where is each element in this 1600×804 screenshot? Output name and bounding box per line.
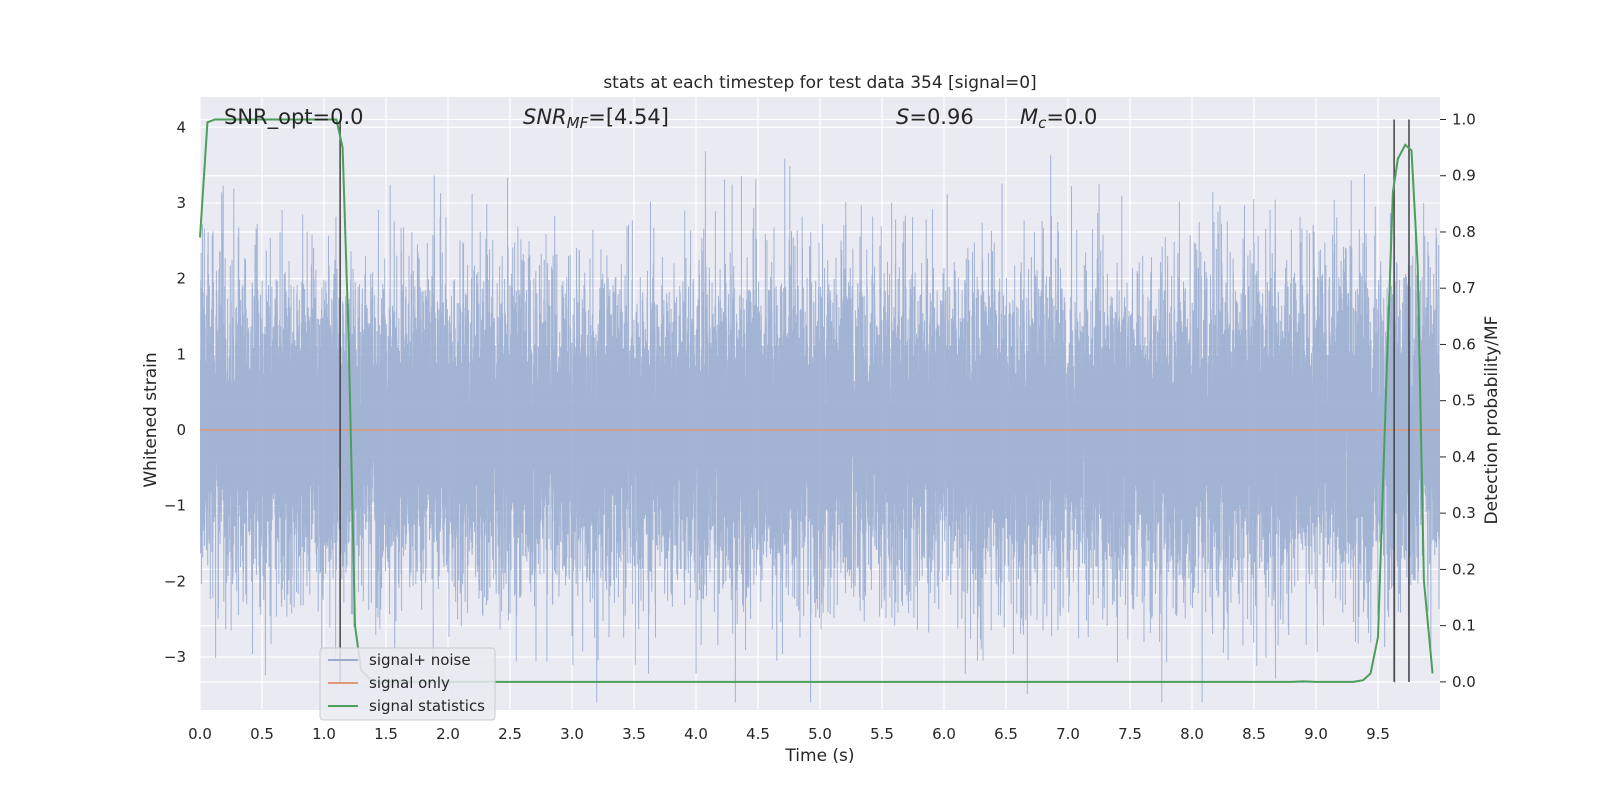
- annotation-mc-value: =0.0: [1046, 105, 1097, 129]
- x-tick-label: 0.5: [250, 725, 274, 743]
- legend-box: [319, 647, 496, 721]
- y-tick-label: −3: [164, 648, 186, 666]
- x-tick-label: 8.0: [1180, 725, 1204, 743]
- legend-label-signal-statistics: signal statistics: [369, 697, 485, 715]
- x-tick-label: 5.0: [808, 725, 832, 743]
- x-tick-label: 0.0: [188, 725, 212, 743]
- y-tick-right-label: 0.3: [1452, 504, 1476, 522]
- y-tick-right-label: 0.0: [1452, 673, 1476, 691]
- x-tick-label: 7.0: [1056, 725, 1080, 743]
- x-tick-label: 4.0: [684, 725, 708, 743]
- y-axis-right-label: Detection probability/MF: [1482, 316, 1502, 525]
- y-tick-right-label: 1.0: [1452, 110, 1476, 128]
- chart-title: stats at each timestep for test data 354…: [603, 73, 1036, 93]
- x-tick-label: 5.5: [870, 725, 894, 743]
- y-tick-label: 0: [176, 421, 186, 439]
- y-tick-right-label: 0.7: [1452, 279, 1476, 297]
- x-tick-label: 9.5: [1366, 725, 1390, 743]
- y-tick-right-label: 0.4: [1452, 448, 1476, 466]
- x-tick-label: 3.5: [622, 725, 646, 743]
- annotation-snr-opt: SNR_opt=0.0: [224, 105, 364, 130]
- annotation-snr-mf: SNRMF=[4.54]: [523, 105, 669, 132]
- annotation-mc-name: M: [1020, 105, 1038, 129]
- x-tick-label: 1.5: [374, 725, 398, 743]
- x-tick-label: 6.0: [932, 725, 956, 743]
- y-tick-right-label: 0.6: [1452, 335, 1476, 353]
- series-signal-statistics: [199, 118, 1434, 683]
- x-tick-label: 2.5: [498, 725, 522, 743]
- x-tick-label: 1.0: [312, 725, 336, 743]
- line-signal-statistics: [199, 118, 1434, 683]
- x-axis-ticks: 0.0 0.5 1.0 1.5 2.0 2.5 3.0 3.5 4.0 4.5 5.0 5.5 6.0 6…: [188, 725, 1390, 743]
- annotation-s: S=0.96: [896, 105, 974, 129]
- legend-label-signal-only: signal only: [369, 674, 450, 692]
- annotation-s-name: S: [896, 105, 909, 129]
- y-tick-label: 4: [176, 118, 186, 136]
- y-tick-label: −1: [164, 497, 186, 515]
- annotation-s-value: =0.96: [909, 105, 973, 129]
- x-tick-label: 6.5: [994, 725, 1018, 743]
- y-tick-label: 1: [176, 345, 186, 363]
- x-tick-label: 4.5: [746, 725, 770, 743]
- y-tick-label: −2: [164, 572, 186, 590]
- y-tick-right-label: 0.5: [1452, 392, 1476, 410]
- x-tick-label: 2.0: [436, 725, 460, 743]
- y-tick-right-label: 0.9: [1452, 167, 1476, 185]
- legend: signal+ noise signal only signal statist…: [319, 647, 496, 721]
- annotation-mc-sub: c: [1038, 114, 1047, 132]
- x-tick-label: 7.5: [1118, 725, 1142, 743]
- y-axis-label: Whitened strain: [141, 352, 161, 487]
- y-tick-right-label: 0.1: [1452, 617, 1476, 635]
- y-tick-label: 2: [176, 270, 186, 288]
- y-axis-right-ticks: 0.0 0.1 0.2 0.3 0.4 0.5 0.6 0.7 0.8 0.9 1.0: [1440, 110, 1476, 691]
- annotation-snr-mf-value: =[4.54]: [588, 105, 669, 129]
- annotation-snr-mf-sub: MF: [567, 114, 589, 132]
- annotation-mc: Mc=0.0: [1020, 105, 1097, 132]
- series-signal-noise: [200, 151, 1440, 703]
- x-tick-label: 3.0: [560, 725, 584, 743]
- vertical-markers: [339, 119, 1410, 682]
- line-signal-noise: [200, 151, 1440, 703]
- y-axis-ticks: −3 −2 −1 0 1 2 3 4: [164, 118, 186, 666]
- legend-label-signal-noise: signal+ noise: [369, 651, 471, 669]
- y-tick-right-label: 0.2: [1452, 560, 1476, 578]
- x-axis-label: Time (s): [784, 746, 854, 766]
- x-tick-label: 8.5: [1242, 725, 1266, 743]
- annotation-snr-mf-name: SNR: [523, 105, 567, 129]
- x-tick-label: 9.0: [1304, 725, 1328, 743]
- y-tick-label: 3: [176, 194, 186, 212]
- y-tick-right-label: 0.8: [1452, 223, 1476, 241]
